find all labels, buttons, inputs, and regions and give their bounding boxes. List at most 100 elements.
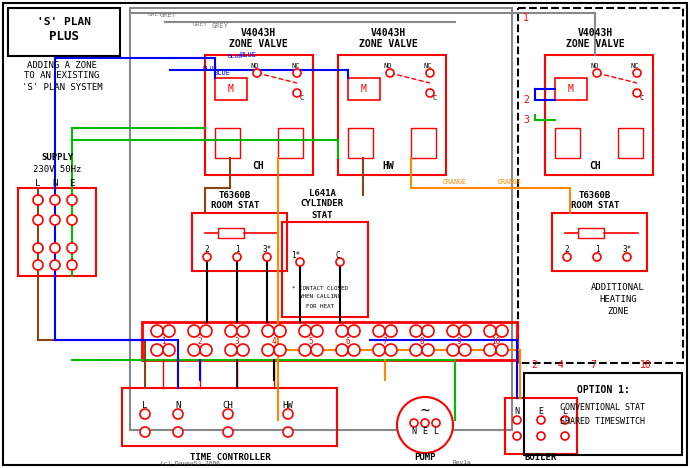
- Circle shape: [200, 344, 212, 356]
- Circle shape: [397, 397, 453, 453]
- Text: ZONE VALVE: ZONE VALVE: [566, 39, 624, 49]
- Bar: [142, 322, 517, 360]
- Circle shape: [188, 325, 200, 337]
- Circle shape: [633, 69, 641, 77]
- Circle shape: [262, 325, 274, 337]
- Text: T6360B: T6360B: [579, 190, 611, 199]
- Circle shape: [33, 215, 43, 225]
- Circle shape: [67, 243, 77, 253]
- Circle shape: [299, 344, 311, 356]
- Text: E: E: [69, 178, 75, 188]
- Circle shape: [274, 325, 286, 337]
- Text: NC: NC: [424, 63, 432, 69]
- Text: ZONE VALVE: ZONE VALVE: [359, 39, 417, 49]
- Circle shape: [633, 89, 641, 97]
- Bar: [555, 78, 587, 100]
- Circle shape: [223, 409, 233, 419]
- Text: BOILER: BOILER: [525, 453, 557, 462]
- Text: NO: NO: [250, 63, 259, 69]
- Text: E: E: [422, 427, 428, 437]
- Text: 'S' PLAN SYSTEM: 'S' PLAN SYSTEM: [21, 82, 102, 92]
- Text: C: C: [433, 95, 437, 101]
- Bar: [411, 128, 436, 158]
- Circle shape: [426, 89, 434, 97]
- Circle shape: [537, 416, 545, 424]
- Bar: [215, 128, 240, 158]
- Text: NC: NC: [631, 63, 639, 69]
- Circle shape: [296, 258, 304, 266]
- Bar: [524, 373, 682, 455]
- Circle shape: [459, 344, 471, 356]
- Text: Rev1a: Rev1a: [453, 461, 471, 466]
- Text: HW: HW: [283, 401, 293, 410]
- Circle shape: [50, 215, 60, 225]
- Bar: [122, 388, 337, 446]
- Text: 1: 1: [595, 246, 600, 255]
- Text: ~: ~: [420, 402, 430, 417]
- Text: M: M: [228, 84, 234, 94]
- Circle shape: [299, 325, 311, 337]
- Circle shape: [233, 253, 241, 261]
- Text: SUPPLY: SUPPLY: [41, 154, 73, 162]
- Text: V4043H: V4043H: [240, 28, 275, 38]
- Bar: [8, 8, 120, 56]
- Text: 1: 1: [161, 336, 166, 345]
- Circle shape: [593, 69, 601, 77]
- Text: 3*: 3*: [262, 246, 272, 255]
- Circle shape: [311, 344, 323, 356]
- Text: BLUE: BLUE: [239, 52, 257, 58]
- Circle shape: [422, 344, 434, 356]
- Circle shape: [173, 427, 183, 437]
- Text: STAT: STAT: [311, 211, 333, 219]
- Text: L641A: L641A: [308, 189, 335, 197]
- Text: 6: 6: [346, 336, 351, 345]
- Text: FOR HEAT: FOR HEAT: [306, 304, 334, 308]
- Circle shape: [336, 325, 348, 337]
- Text: OPTION 1:: OPTION 1:: [577, 385, 629, 395]
- Circle shape: [262, 344, 274, 356]
- Circle shape: [237, 344, 249, 356]
- Text: ORANGE: ORANGE: [443, 179, 467, 185]
- Bar: [578, 228, 604, 238]
- Text: GREY: GREY: [212, 23, 228, 29]
- Text: BLUE: BLUE: [202, 66, 217, 71]
- Circle shape: [140, 427, 150, 437]
- Text: C: C: [336, 250, 340, 259]
- Text: M: M: [568, 84, 574, 94]
- Circle shape: [373, 344, 385, 356]
- Text: NC: NC: [292, 63, 300, 69]
- Text: ZONE VALVE: ZONE VALVE: [228, 39, 287, 49]
- Text: V4043H: V4043H: [578, 28, 613, 38]
- Text: N: N: [411, 427, 417, 437]
- Circle shape: [561, 416, 569, 424]
- Bar: [338, 55, 446, 175]
- Circle shape: [283, 427, 293, 437]
- Bar: [545, 55, 653, 175]
- Text: GREY: GREY: [159, 12, 177, 18]
- Circle shape: [293, 69, 301, 77]
- Text: 2: 2: [523, 95, 529, 105]
- Text: 1*: 1*: [291, 250, 301, 259]
- Text: L: L: [142, 401, 148, 410]
- Circle shape: [385, 344, 397, 356]
- Circle shape: [188, 344, 200, 356]
- Circle shape: [513, 416, 521, 424]
- Circle shape: [513, 432, 521, 440]
- Circle shape: [50, 243, 60, 253]
- Text: 230V 50Hz: 230V 50Hz: [33, 164, 81, 174]
- Bar: [518, 8, 683, 363]
- Text: CONVENTIONAL STAT: CONVENTIONAL STAT: [560, 403, 646, 412]
- Circle shape: [447, 344, 459, 356]
- Text: C: C: [300, 95, 304, 101]
- Text: N: N: [515, 408, 520, 417]
- Circle shape: [496, 325, 508, 337]
- Text: 3: 3: [235, 336, 239, 345]
- Text: BLUE: BLUE: [228, 53, 242, 58]
- Circle shape: [50, 260, 60, 270]
- Circle shape: [459, 325, 471, 337]
- Text: * CONTACT CLOSED: * CONTACT CLOSED: [292, 285, 348, 291]
- Text: CH: CH: [223, 401, 233, 410]
- Bar: [205, 55, 313, 175]
- Circle shape: [293, 89, 301, 97]
- Text: GREY: GREY: [193, 22, 208, 27]
